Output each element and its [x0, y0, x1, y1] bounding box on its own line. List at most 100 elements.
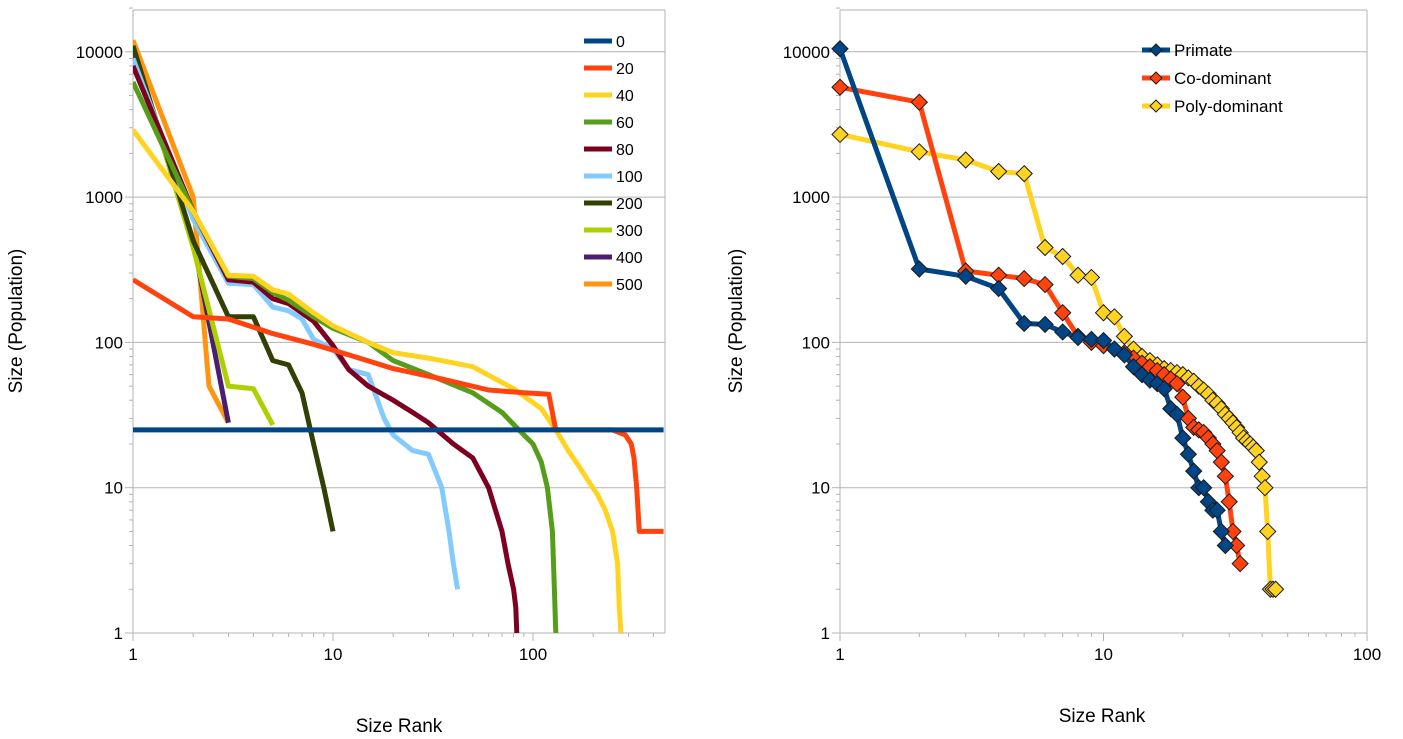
legend: 0 20 40 60 80 100 200 300 400 500 — [584, 34, 643, 294]
legend-label: 200 — [616, 196, 643, 213]
y-tick-label: 100 — [95, 333, 123, 352]
data-point — [1256, 478, 1274, 497]
y-tick-label: 1000 — [85, 188, 123, 207]
legend-item: 80 — [584, 142, 634, 159]
series-line — [133, 277, 664, 534]
legend-item: 400 — [584, 250, 643, 267]
series-80 — [133, 64, 520, 633]
y-tick-label: 10 — [811, 479, 830, 498]
x-tick-label: 1 — [835, 645, 844, 664]
series-line — [839, 131, 1276, 592]
y-axis-title: Size (Population) — [6, 249, 27, 394]
y-tick-label: 1 — [114, 624, 123, 643]
data-point — [989, 279, 1008, 298]
legend-label: 500 — [616, 277, 643, 294]
y-tick-label: 10000 — [783, 43, 830, 62]
legend-label: 60 — [616, 115, 634, 132]
series-line — [133, 128, 624, 633]
y-tick-label: 1000 — [792, 188, 830, 207]
legend-label: 0 — [616, 34, 625, 51]
series-line — [133, 45, 336, 532]
y-tick-label: 10 — [104, 479, 123, 498]
data-point — [831, 125, 849, 144]
series-line — [837, 47, 1228, 547]
series-40 — [133, 128, 624, 633]
legend-label: 400 — [616, 250, 643, 267]
y-tick-label: 100 — [802, 333, 830, 352]
data-point — [1015, 269, 1033, 288]
series-line — [133, 57, 461, 590]
legend-marker — [1149, 71, 1163, 85]
x-tick-label: 1 — [128, 645, 137, 664]
data-point — [1082, 330, 1101, 349]
legend-label: 80 — [616, 142, 634, 159]
data-point — [831, 78, 849, 96]
legend-item: 100 — [584, 169, 643, 186]
data-point — [1069, 266, 1087, 284]
data-point — [1208, 501, 1226, 519]
data-point — [1115, 346, 1134, 364]
data-point — [1036, 275, 1054, 294]
series-20 — [133, 277, 664, 534]
data-point — [1179, 445, 1198, 463]
data-point — [1155, 380, 1173, 398]
data-point — [1036, 315, 1054, 334]
x-axis-title: Size Rank — [356, 716, 443, 737]
data-point — [910, 260, 929, 278]
legend-item: 0 — [584, 34, 625, 51]
legend: Primate Co-dominant Poly-dominant — [1142, 41, 1283, 116]
series-60 — [133, 80, 559, 633]
data-point — [831, 40, 849, 58]
data-point — [1174, 388, 1192, 406]
data-point — [1216, 467, 1235, 485]
legend-item: 40 — [584, 88, 634, 105]
x-tick-label: 100 — [1353, 645, 1381, 664]
data-point — [1266, 580, 1285, 598]
data-point — [1224, 522, 1242, 541]
data-point — [910, 93, 929, 111]
data-point — [1194, 478, 1213, 497]
legend-label: Poly-dominant — [1174, 97, 1283, 116]
data-point — [1216, 536, 1235, 555]
data-point — [1212, 453, 1231, 471]
series-200 — [133, 45, 336, 532]
right-chart: 1 10 100 1000 10000 1 10 100 Size Rank Size (Popu… — [726, 7, 1381, 727]
legend-item: 500 — [584, 277, 643, 294]
legend-label: 300 — [616, 223, 643, 240]
data-point — [1082, 268, 1101, 287]
data-point — [1015, 164, 1033, 183]
data-point — [957, 151, 975, 169]
legend-label: Primate — [1174, 41, 1233, 60]
x-tick-label: 100 — [519, 645, 547, 664]
data-point — [1036, 238, 1054, 257]
x-axis-title: Size Rank — [1059, 706, 1146, 727]
y-axis-title: Size (Population) — [726, 249, 747, 394]
data-point — [1185, 462, 1203, 480]
y-tick-label: 10000 — [76, 43, 123, 62]
legend-label: 40 — [616, 88, 634, 105]
data-point — [1168, 374, 1186, 393]
data-point — [1168, 405, 1186, 424]
series-100 — [133, 57, 461, 590]
legend-item: 20 — [584, 61, 634, 78]
data-point — [957, 267, 975, 286]
data-point — [1250, 453, 1268, 471]
data-point — [989, 162, 1008, 181]
legend-marker — [1149, 43, 1163, 57]
y-tick-label: 1 — [821, 624, 830, 643]
data-point — [1053, 304, 1072, 322]
legend-item: 60 — [584, 115, 634, 132]
data-point — [1053, 247, 1072, 266]
legend-item: Poly-dominant — [1142, 97, 1283, 116]
legend-label: 100 — [616, 169, 643, 186]
data-point — [1259, 522, 1277, 541]
legend-label: 20 — [616, 61, 634, 78]
legend-marker — [1149, 99, 1163, 113]
data-point — [1174, 429, 1192, 447]
series-line — [133, 64, 520, 633]
x-tick-label: 10 — [1094, 645, 1113, 664]
legend-item: Primate — [1142, 41, 1233, 60]
legend-item: 200 — [584, 196, 643, 213]
